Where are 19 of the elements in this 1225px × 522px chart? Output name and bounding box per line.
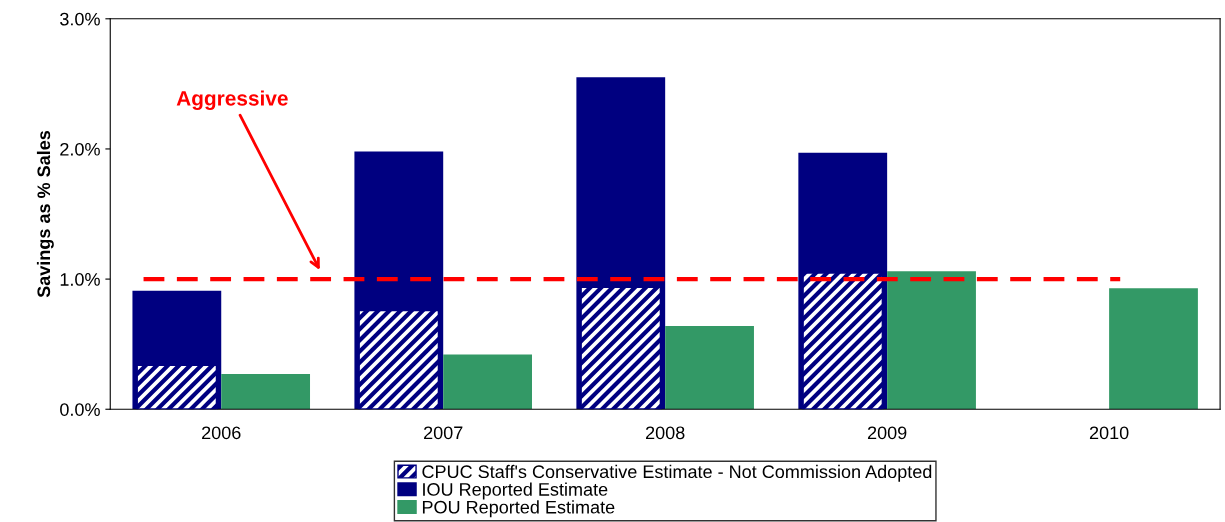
y-tick-label: 2.0% <box>60 142 100 156</box>
legend-label: POU Reported Estimate <box>422 500 615 518</box>
y-tick-label: 1.0% <box>60 273 100 286</box>
bar <box>1109 288 1198 410</box>
bar <box>887 271 976 410</box>
x-tick-label: 2009 <box>867 426 907 440</box>
bar <box>221 374 311 410</box>
ref-line-label: Aggressive <box>176 90 288 110</box>
y-axis-title: Savings as % Sales <box>36 130 54 298</box>
x-tick-label: 2006 <box>202 426 241 440</box>
y-tick-label: 3.0% <box>60 12 100 26</box>
bar <box>665 325 754 410</box>
legend-label: CPUC Staff's Conservative Estimate - Not Commission Adopted <box>422 464 932 482</box>
y-tick-label: 0.0% <box>60 403 100 416</box>
x-tick-label: 2007 <box>424 426 463 440</box>
x-tick-label: 2010 <box>1089 426 1129 440</box>
legend-label: IOU Reported Estimate <box>423 482 608 500</box>
x-tick-label: 2008 <box>646 426 685 440</box>
bar <box>443 354 532 410</box>
